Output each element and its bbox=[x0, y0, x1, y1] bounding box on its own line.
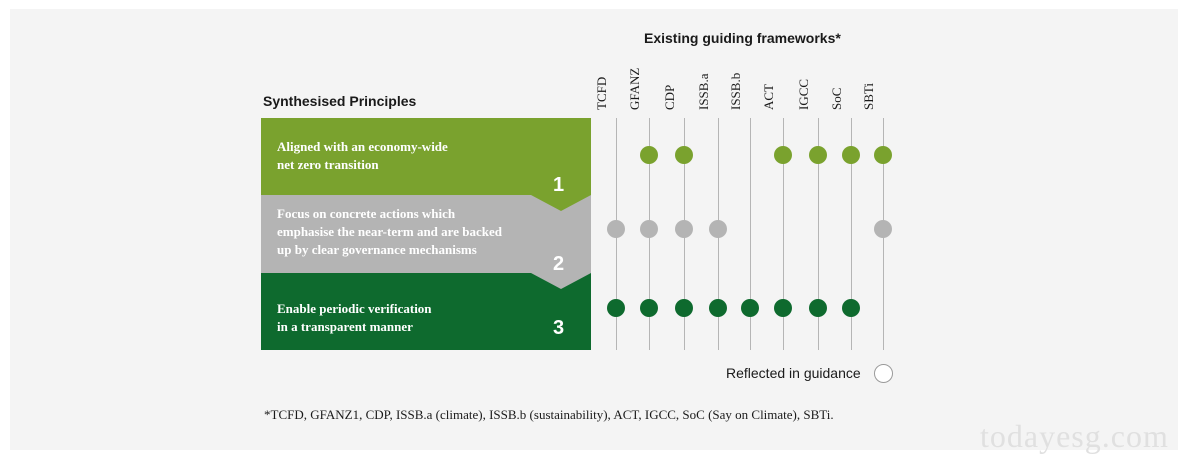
reflected-dot bbox=[675, 299, 693, 317]
principle-1-line: net zero transition bbox=[277, 157, 379, 172]
reflected-dot bbox=[675, 146, 693, 164]
diagram-panel bbox=[10, 9, 1178, 450]
reflected-dot bbox=[874, 146, 892, 164]
reflected-dot bbox=[842, 299, 860, 317]
principle-row-1: Aligned with an economy-wide net zero tr… bbox=[261, 118, 591, 196]
principle-3-line: in a transparent manner bbox=[277, 319, 413, 334]
reflected-dot bbox=[640, 299, 658, 317]
reflected-dot bbox=[809, 146, 827, 164]
framework-line bbox=[851, 118, 852, 350]
reflected-dot bbox=[640, 220, 658, 238]
footnote: *TCFD, GFANZ1, CDP, ISSB.a (climate), IS… bbox=[264, 407, 834, 422]
principle-1-number: 1 bbox=[553, 174, 565, 196]
principle-2-arrow bbox=[531, 273, 591, 289]
principle-3-line: Enable periodic verification bbox=[277, 301, 432, 316]
framework-line bbox=[783, 118, 784, 350]
principles-title: Synthesised Principles bbox=[263, 93, 417, 109]
reflected-dot bbox=[640, 146, 658, 164]
reflected-dot bbox=[774, 299, 792, 317]
framework-line bbox=[750, 118, 751, 350]
reflected-dot bbox=[709, 220, 727, 238]
reflected-dot bbox=[675, 220, 693, 238]
legend-circle-icon bbox=[874, 364, 893, 383]
reflected-dot bbox=[809, 299, 827, 317]
reflected-dot bbox=[842, 146, 860, 164]
framework-line bbox=[818, 118, 819, 350]
principle-2-line: up by clear governance mechanisms bbox=[277, 242, 477, 257]
frameworks-title: Existing guiding frameworks* bbox=[644, 30, 841, 46]
principle-1-line: Aligned with an economy-wide bbox=[277, 139, 448, 154]
legend-label: Reflected in guidance bbox=[726, 365, 861, 381]
principle-2-line: emphasise the near-term and are backed bbox=[277, 224, 502, 239]
reflected-dot bbox=[874, 220, 892, 238]
reflected-dot bbox=[709, 299, 727, 317]
reflected-dot bbox=[607, 299, 625, 317]
reflected-dot bbox=[774, 146, 792, 164]
principle-2-line: Focus on concrete actions which bbox=[277, 206, 456, 221]
principle-3-number: 3 bbox=[553, 317, 565, 339]
watermark: todayesg.com bbox=[980, 418, 1169, 454]
principle-2-number: 2 bbox=[553, 253, 565, 275]
reflected-dot bbox=[607, 220, 625, 238]
principle-1-arrow bbox=[531, 195, 591, 211]
reflected-dot bbox=[741, 299, 759, 317]
